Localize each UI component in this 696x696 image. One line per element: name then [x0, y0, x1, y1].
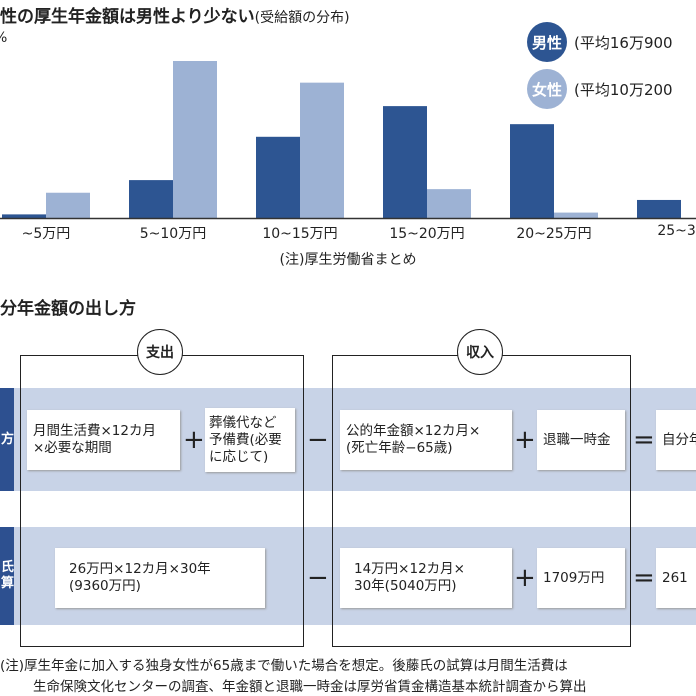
legend-male-average: (平均16万900: [574, 34, 673, 52]
x-tick-label: 20~25万円: [516, 226, 592, 242]
bar-female-2: [300, 82, 344, 218]
result-formula: 自分年: [656, 410, 696, 470]
bar-male-0: [2, 214, 46, 218]
footnote-line-1: (注)厚生年金に加入する独身女性が65歳まで働いた場合を想定。後藤氏の試算は月間…: [0, 658, 568, 674]
x-tick-label: 10~15万円: [262, 226, 338, 242]
diagram-title: 分年金額の出し方: [0, 299, 136, 319]
y-unit: %: [0, 30, 7, 46]
x-tick-label: 25~30: [657, 223, 696, 239]
income-label: 収入: [457, 329, 503, 375]
reserve-formula: 葬儀代など 予備費(必要 に応じて): [205, 408, 295, 472]
pension-example: 14万円×12カ月× 30年(5040万円): [340, 548, 512, 608]
legend-male: 男性: [527, 22, 567, 62]
minus-sign: −: [307, 563, 329, 593]
plus-sign: +: [514, 425, 536, 455]
lump-sum-example: 1709万円: [537, 548, 625, 608]
result-example: 261: [656, 548, 696, 608]
expense-example: 26万円×12カ月×30年 (9360万円): [55, 548, 265, 608]
row-label-formula: 方: [0, 388, 14, 491]
bar-male-4: [510, 124, 554, 218]
retirement-lump-sum: 退職一時金: [537, 410, 625, 470]
expense-formula: 月間生活費×12カ月 ×必要な期間: [27, 410, 180, 470]
bar-female-3: [427, 189, 471, 218]
chart-source: (注)厚生労働省まとめ: [279, 252, 417, 268]
row-label-example: 氏 算: [0, 527, 14, 625]
legend-female: 女性: [527, 69, 567, 109]
bar-female-0: [46, 192, 90, 218]
x-tick-label: ~5万円: [21, 226, 71, 242]
bar-chart: [0, 61, 696, 220]
equals-sign: =: [633, 563, 655, 593]
bar-male-1: [129, 180, 173, 218]
bar-female-1: [173, 61, 217, 218]
equals-sign: =: [633, 425, 655, 455]
bar-male-5: [637, 199, 681, 218]
x-tick-label: 5~10万円: [139, 226, 207, 242]
x-tick-label: 15~20万円: [389, 226, 465, 242]
bar-male-2: [256, 136, 300, 218]
chart-title: 性の厚生年金額は男性より少ない(受給額の分布): [0, 7, 350, 27]
pension-formula: 公的年金額×12カ月× (死亡年齢−65歳): [340, 410, 512, 470]
legend-female-average: (平均10万200: [574, 81, 673, 99]
minus-sign: −: [307, 425, 329, 455]
plus-sign: +: [514, 563, 536, 593]
expense-label: 支出: [137, 329, 183, 375]
bar-male-3: [383, 106, 427, 218]
plus-sign: +: [183, 425, 205, 455]
footnote-line-2: 生命保険文化センターの調査、年金額と退職一時金は厚労省賃金構造基本統計調査から算…: [33, 679, 587, 695]
bar-female-4: [554, 212, 598, 218]
